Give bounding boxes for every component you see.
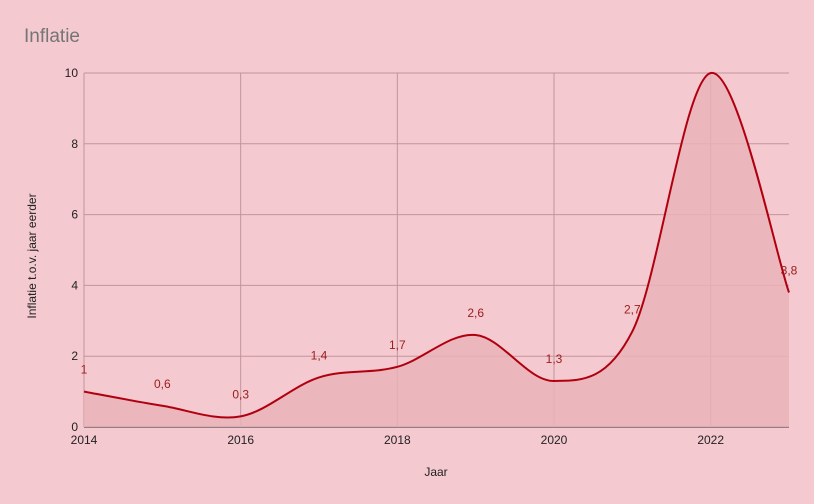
y-tick-label: 4 (71, 278, 78, 292)
data-label: 1,7 (389, 338, 406, 352)
data-label: 0,6 (154, 377, 171, 391)
x-tick-label: 2020 (541, 433, 568, 447)
data-label: 1,4 (311, 348, 328, 362)
data-label: 0,3 (232, 387, 249, 401)
data-label: 1,3 (546, 352, 563, 366)
series-area (84, 72, 789, 428)
x-tick-label: 2018 (384, 433, 411, 447)
x-tick-label: 2014 (71, 433, 98, 447)
y-tick-labels: 0 2 4 6 8 10 (65, 66, 79, 434)
x-axis-label: Jaar (424, 465, 447, 479)
y-tick-label: 10 (65, 66, 79, 80)
y-tick-label: 0 (71, 420, 78, 434)
x-tick-label: 2022 (697, 433, 724, 447)
data-label: 3,8 (781, 263, 798, 277)
y-tick-label: 6 (71, 208, 78, 222)
chart-title: Inflatie (24, 26, 80, 47)
data-label: 1 (81, 363, 88, 377)
y-tick-label: 8 (71, 137, 78, 151)
series-line (83, 71, 790, 419)
data-label: 2,7 (624, 302, 641, 316)
y-axis-label: Inflatie t.o.v. jaar eerder (25, 193, 39, 318)
x-tick-labels: 2014 2016 2018 2020 2022 (71, 433, 725, 447)
y-tick-label: 2 (71, 349, 78, 363)
data-labels: 1 0,6 0,3 1,4 1,7 2,6 1,3 2,7 3,8 (81, 263, 798, 401)
x-tick-label: 2016 (227, 433, 254, 447)
data-label: 2,6 (467, 306, 484, 320)
